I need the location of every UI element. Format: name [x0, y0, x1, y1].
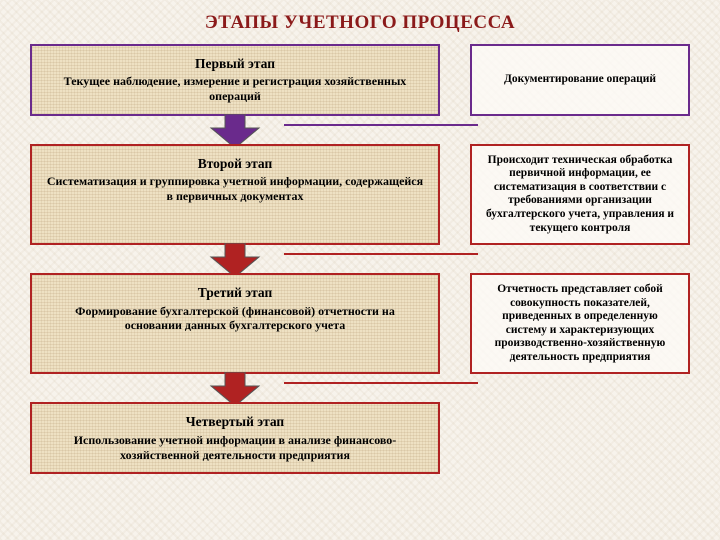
- arrow-3: [30, 372, 440, 402]
- side-box-3: Отчетность представляет собой совокупнос…: [470, 273, 690, 374]
- arrow-down-icon: [207, 243, 263, 277]
- arrow-1: [30, 114, 440, 144]
- row-stage-1: Первый этап Текущее наблюдение, измерени…: [30, 44, 690, 116]
- side-text-2: Происходит техническая обработка первичн…: [482, 154, 678, 235]
- stage-box-3: Третий этап Формирование бухгалтерской (…: [30, 273, 440, 374]
- arrow-down-icon: [207, 114, 263, 148]
- side-text-3: Отчетность представляет собой совокупнос…: [482, 283, 678, 364]
- side-box-1: Документирование операций: [470, 44, 690, 116]
- row-stage-2: Второй этап Систематизация и группировка…: [30, 144, 690, 245]
- side-text-1: Документирование операций: [482, 73, 678, 87]
- arrow-2: [30, 243, 440, 273]
- stage-title-1: Первый этап: [46, 56, 424, 72]
- stage-title-4: Четвертый этап: [46, 414, 424, 430]
- row-stage-3: Третий этап Формирование бухгалтерской (…: [30, 273, 690, 374]
- stage-title-2: Второй этап: [46, 156, 424, 172]
- stage-desc-2: Систематизация и группировка учетной инф…: [46, 174, 424, 203]
- slide-title: ЭТАПЫ УЧЕТНОГО ПРОЦЕССА: [30, 12, 690, 34]
- row-stage-4: Четвертый этап Использование учетной инф…: [30, 402, 690, 474]
- stage-box-4: Четвертый этап Использование учетной инф…: [30, 402, 440, 474]
- stage-desc-3: Формирование бухгалтерской (финансовой) …: [46, 304, 424, 333]
- stage-box-1: Первый этап Текущее наблюдение, измерени…: [30, 44, 440, 116]
- slide: ЭТАПЫ УЧЕТНОГО ПРОЦЕССА Первый этап Теку…: [0, 0, 720, 540]
- stage-title-3: Третий этап: [46, 285, 424, 301]
- side-box-2: Происходит техническая обработка первичн…: [470, 144, 690, 245]
- stage-desc-1: Текущее наблюдение, измерение и регистра…: [46, 74, 424, 103]
- stage-box-2: Второй этап Систематизация и группировка…: [30, 144, 440, 245]
- stage-desc-4: Использование учетной информации в анали…: [46, 433, 424, 462]
- arrow-down-icon: [207, 372, 263, 406]
